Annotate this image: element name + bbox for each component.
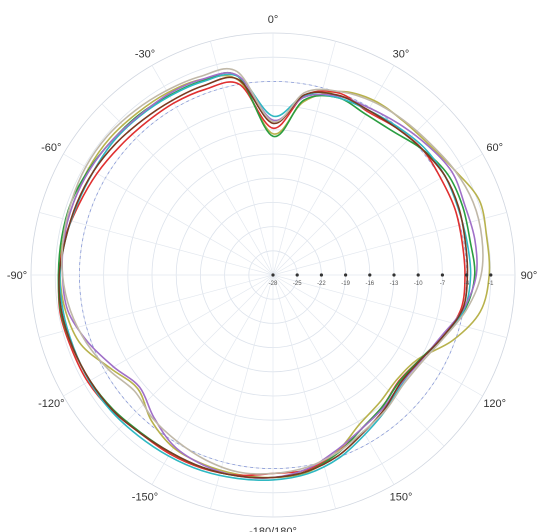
grid-spoke (272, 274, 445, 447)
angle-label: -30° (135, 48, 155, 60)
angle-label: 60° (486, 142, 503, 154)
radial-tick-label: -22 (317, 281, 326, 287)
radial-tick-label: -7 (440, 281, 446, 287)
radial-tick-dot (440, 273, 444, 277)
grid-spoke (272, 274, 483, 397)
radial-tick-dot (392, 273, 396, 277)
radial-tick-label: -28 (269, 281, 278, 287)
radial-tick-dot (295, 273, 299, 277)
radial-tick-dot (489, 273, 493, 277)
radial-tick-dot (416, 273, 420, 277)
series-line-6 (58, 76, 469, 479)
grid-spoke (272, 103, 445, 276)
radial-tick-dot (271, 273, 275, 277)
radial-tick-label: -4 (464, 281, 470, 287)
radial-tick-label: -16 (365, 281, 374, 287)
labels: -28 -25 -22 -19 -16 -13 -10 -7 -4 -1 0° 30° 60° 90° 12… (7, 14, 537, 532)
angle-label: -60° (41, 142, 61, 154)
radial-tick-dot (465, 273, 469, 277)
grid-spoke (101, 103, 274, 276)
angle-label: 150° (390, 492, 413, 504)
grid-spoke (210, 41, 274, 276)
angle-label: 120° (483, 398, 506, 410)
radial-tick-label: -10 (414, 281, 423, 287)
angle-label: 90° (521, 270, 538, 282)
angle-label: -90° (7, 270, 27, 282)
angle-label: -180/180° (249, 526, 297, 532)
grid-spoke (63, 153, 274, 276)
angle-label: 30° (393, 48, 410, 60)
series-line-7 (61, 67, 484, 475)
grid-spoke (272, 41, 336, 276)
grid-spoke (272, 274, 336, 509)
series-lines (57, 67, 491, 482)
grid-spoke (272, 212, 507, 276)
angle-label: -150° (132, 492, 158, 504)
grid-spoke (151, 274, 274, 485)
radial-tick-dot (344, 273, 348, 277)
radial-tick-dot (319, 273, 323, 277)
angle-label: 0° (268, 14, 279, 26)
radial-tick-label: -25 (293, 281, 302, 287)
radial-tick-dot (368, 273, 372, 277)
grid-spoke (39, 212, 274, 276)
grid-spoke (272, 274, 395, 485)
grid-spoke (39, 274, 274, 338)
radial-tick-label: -13 (390, 281, 399, 287)
radial-tick-label: -19 (341, 281, 350, 287)
grid-spoke (101, 274, 274, 447)
angle-label: -120° (38, 398, 64, 410)
grid-spoke (63, 274, 274, 397)
radial-tick-label: -1 (488, 281, 494, 287)
